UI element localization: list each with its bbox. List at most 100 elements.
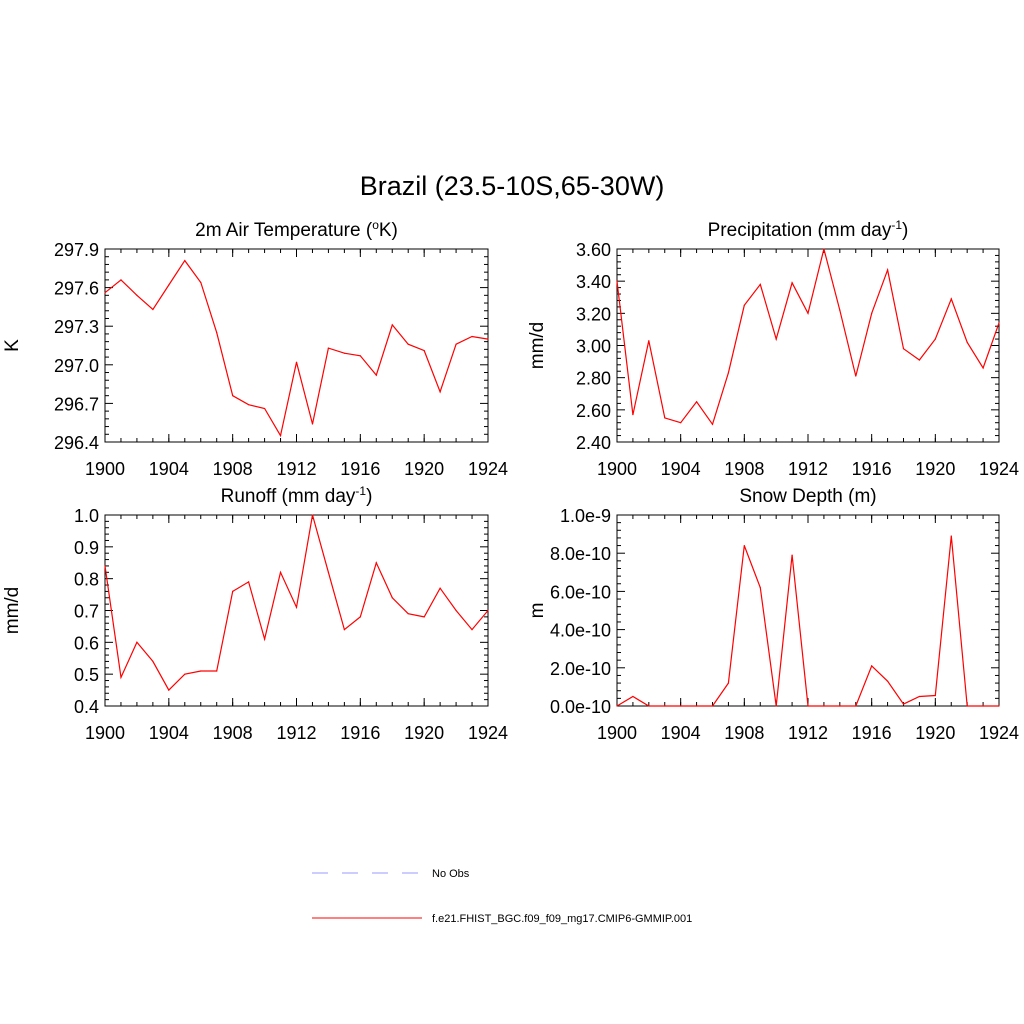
data-point [902,348,905,350]
y-axis-label: m [527,603,548,619]
data-point [727,682,730,684]
x-tick-label: 1924 [979,459,1019,479]
data-point [839,705,841,707]
chart-panel-2: Precipitation (mm day-1) 1900 1904 1908 1912… [527,218,1019,479]
panel-title-superscript: -1 [355,484,366,498]
data-point [216,332,218,334]
data-point [759,283,761,285]
x-tick-label: 1904 [149,723,189,743]
data-point [807,705,809,707]
legend-label-2: f.e21.FHIST_BGC.f09_f09_mg17.CMIP6-GMMIP… [432,913,692,925]
y-tick-label: 1.0e-9 [560,506,611,526]
panel-title: Runoff (mm day-1) [221,484,373,507]
data-point [695,705,698,707]
y-tick-label: 3.20 [576,304,611,324]
data-point [136,294,138,296]
data-point [152,308,154,311]
y-tick-label: 297.9 [54,240,99,260]
data-point [311,514,314,516]
series-line [104,514,489,692]
data-point [263,407,266,410]
data-point [455,343,457,345]
data-point [375,374,377,376]
data-point [295,606,298,608]
panel-title: Snow Depth (m) [739,486,876,507]
data-point [152,660,154,663]
data-point [807,312,809,314]
x-tick-label: 1908 [724,723,764,743]
data-point [279,571,282,573]
plot-frame [104,514,489,707]
x-tick-label: 1912 [788,723,828,743]
data-point [216,670,218,672]
x-tick-label: 1912 [276,723,316,743]
data-point [248,581,250,583]
data-point [632,414,634,416]
data-point [263,638,266,640]
x-tick-label: 1904 [661,723,701,743]
data-point [391,324,393,326]
x-tick-label: 1924 [468,723,508,743]
y-tick-label: 0.7 [74,602,99,622]
data-point [664,705,666,707]
y-tick-label: 2.60 [576,401,611,421]
data-point [407,343,409,345]
panel-title-main: Precipitation (mm day [708,220,892,241]
data-point [487,338,489,340]
data-point [743,304,745,306]
panel-title-main: Runoff (mm day [221,486,356,507]
data-point [950,298,952,300]
y-tick-label: 2.40 [576,433,611,453]
x-tick-label: 1916 [852,723,892,743]
panel-title-end: K) [379,220,398,241]
data-point [775,338,777,340]
data-point [184,259,186,262]
data-point [136,641,138,643]
data-point [902,703,905,705]
x-tick-label: 1920 [915,723,955,743]
data-point [343,629,345,631]
data-point [232,395,234,397]
data-point [680,422,682,424]
y-tick-label: 6.0e-10 [550,582,611,602]
data-point [648,705,650,707]
data-point [711,423,714,425]
y-tick-label: 0.6 [74,633,99,653]
data-point [886,269,889,271]
x-tick-label: 1900 [85,459,125,479]
legend: No Obs f.e21.FHIST_BGC.f09_f09_mg17.CMIP6… [312,868,692,925]
data-point [343,352,345,354]
data-point [359,355,361,357]
y-axis-label: mm/d [527,322,548,370]
data-point [950,535,952,537]
y-tick-label: 296.4 [54,433,99,453]
data-point [168,689,170,691]
panel-title-superscript: o [372,218,379,232]
data-point [471,335,473,338]
data-point [616,705,618,707]
chart-panel-4: Snow Depth (m) 1900 1904 1908 1912 1916 1920 19… [527,486,1019,743]
x-tick-label: 1908 [724,459,764,479]
data-point [998,705,1000,707]
legend-label-1: No Obs [432,868,470,880]
data-point [998,322,1000,324]
data-point [295,361,298,363]
data-point [791,282,793,284]
y-tick-label: 3.60 [576,240,611,260]
y-tick-label: 3.00 [576,337,611,357]
panel-title: 2m Air Temperature (oK) [195,218,398,241]
plot-frame [616,514,1000,707]
x-tick-label: 1912 [788,459,828,479]
data-point [695,401,698,403]
y-tick-label: 8.0e-10 [550,544,611,564]
data-point [391,597,393,599]
y-tick-label: 297.6 [54,279,99,299]
data-point [871,665,873,667]
data-point [648,340,650,342]
data-point [248,404,250,406]
x-tick-label: 1924 [979,723,1019,743]
data-point [471,629,473,631]
panel-title-end: ) [366,486,372,507]
y-tick-label: 0.0e-10 [550,697,611,717]
y-tick-label: 0.9 [74,538,99,558]
